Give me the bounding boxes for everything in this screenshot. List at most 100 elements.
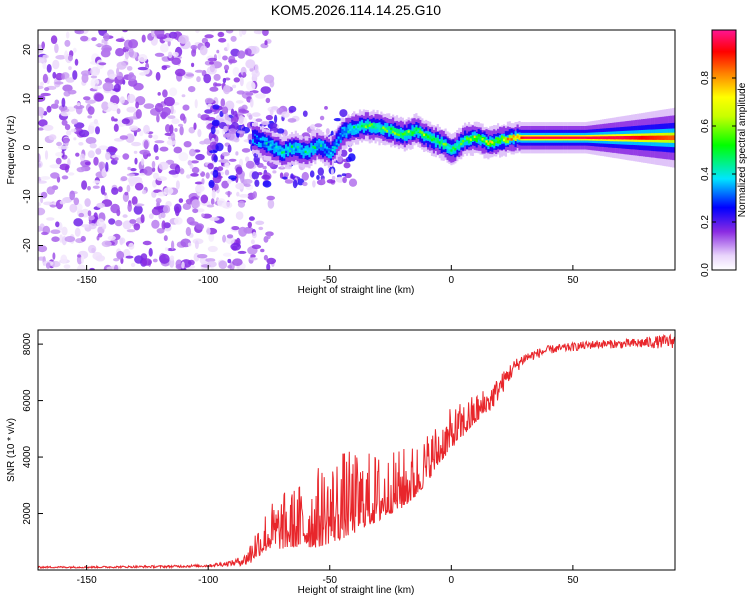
spectrogram-ridge-cell [347,130,350,133]
colorbar-tick-label: 0.6 [700,119,711,133]
spectrogram-noise-blob [219,32,223,36]
spectrogram-noise-blob [195,184,205,193]
spectrogram-noise-blob [339,109,348,118]
spectrogram-noise-blob [95,43,104,47]
spectrogram-noise-blob [77,254,81,258]
spectrogram-ridge-cell [430,135,434,142]
spectrogram-ridge-cell [611,136,614,140]
spectrogram-noise-blob [209,63,215,73]
spectrogram-noise-blob [179,113,186,121]
spectrogram-noise-blob [107,101,115,109]
spectrogram-noise-blob [133,223,141,231]
spectrogram-noise-blob [213,155,218,163]
spectrogram-ridge-cell [491,141,494,144]
spectrogram-noise-blob [245,160,255,169]
spectrogram-noise-blob [190,44,198,50]
spectrogram-noise-blob [194,181,204,185]
spectrogram-noise-blob [38,180,47,184]
spectrogram-noise-blob [284,179,294,184]
spectrogram-noise-blob [42,62,47,70]
spectrogram-ridge-cell [442,143,445,150]
spectrogram-ridge-cell [407,130,410,133]
spectrogram-ridge-cell [405,133,408,136]
spectrogram-ridge-cell [362,125,365,128]
spectrogram-noise-blob [54,81,64,85]
spectrogram-noise-blob [163,235,168,242]
spectrogram-noise-blob [185,73,194,77]
spectrogram-noise-blob [151,160,156,169]
spectrogram-ridge-cell [287,147,290,150]
spectrogram-ridge-cell [664,135,667,140]
spectrogram-noise-blob [279,172,284,179]
spectrogram-ridge-cell [497,141,500,144]
spectrogram-noise-blob [228,175,237,180]
spectrogram-ridge-cell [471,137,474,140]
spectrogram-noise-blob [250,254,256,258]
spectrogram-noise-blob [207,57,217,62]
spectrogram-ridge-cell [666,135,669,140]
spectrogram-noise-blob [222,55,228,61]
spectrogram-noise-blob [131,141,142,147]
spectrogram-ridge-cell [273,144,276,148]
spectrogram-ridge-cell [574,136,577,139]
spectrogram-noise-blob [343,162,351,169]
spectrogram-ridge-cell [425,133,428,139]
spectrogram-noise-blob [190,160,199,164]
colorbar-gradient [711,29,737,271]
spectrogram-noise-blob [87,210,92,217]
spectrogram-noise-blob [233,137,240,143]
spectrogram-ridge-cell [413,128,416,134]
spectrogram-noise-blob [232,84,237,89]
spectrogram-noise-blob [167,51,173,59]
spectrogram-ridge-cell [399,132,402,138]
spectrogram-noise-blob [52,252,56,260]
spectrogram-noise-blob [252,191,257,199]
spectrogram-ridge-cell [504,137,507,140]
spectrogram-ridge-cell [329,149,332,155]
spectrogram-ridge-cell [343,132,346,136]
spectrogram-noise-blob [209,150,218,154]
spectrogram-noise-blob [93,156,99,166]
spectrogram-ridge-cell [360,124,364,128]
spectrogram-noise-blob [236,191,240,197]
spectrogram-noise-blob [153,144,159,153]
spectrogram-ridge-cell [499,140,502,143]
spectrogram-ridge-cell [493,139,496,142]
spectrogram-ridge-cell [259,138,262,141]
spectrogram-ridge-cell [452,146,455,149]
spectrogram-noise-blob [237,50,246,59]
spectrogram-noise-blob [163,96,175,107]
spectrogram-ridge-cell [292,147,295,150]
spectrogram-noise-blob [227,178,232,184]
spectrogram-noise-blob [60,254,68,264]
spectrogram-ridge-cell [370,123,373,126]
spectrogram-noise-blob [38,207,46,216]
spectrogram-noise-blob [181,94,186,98]
spectrogram-ridge-cell [368,124,371,127]
spectrogram-ridge-cell [481,138,484,141]
spectrogram-noise-blob [211,189,216,199]
spectrogram-noise-blob [38,127,44,131]
spectrogram-ridge-cell [485,140,488,143]
spectrogram-noise-blob [194,99,198,109]
spectrogram-noise-blob [169,255,175,261]
spectrogram-noise-blob [274,114,278,124]
spectrogram-ridge-cell [267,143,270,146]
snr-panel: -150 -100 -50 0 50 2000 4000 6000 8000 Height o… [6,329,676,596]
x-tick-label: -100 [198,275,218,286]
spectrogram-noise-blob [194,240,199,250]
spectrogram-noise-blob [203,73,212,84]
spectrogram-noise-blob [130,168,137,172]
spectrogram-ridge-cell [325,150,329,153]
spectrogram-noise-blob [73,197,80,206]
spectrogram-ridge-cell [534,136,537,139]
spectrogram-ridge-cell [561,136,564,139]
spectrogram-noise-blob [321,178,326,184]
spectrogram-ridge-cell [621,136,624,140]
spectrogram-ridge-cell [660,135,663,140]
spectrogram-ridge-cell [281,151,284,154]
spectrogram-ridge-cell [401,132,404,136]
spectrogram-ridge-cell [629,136,632,140]
spectrogram-noise-blob [165,159,175,165]
